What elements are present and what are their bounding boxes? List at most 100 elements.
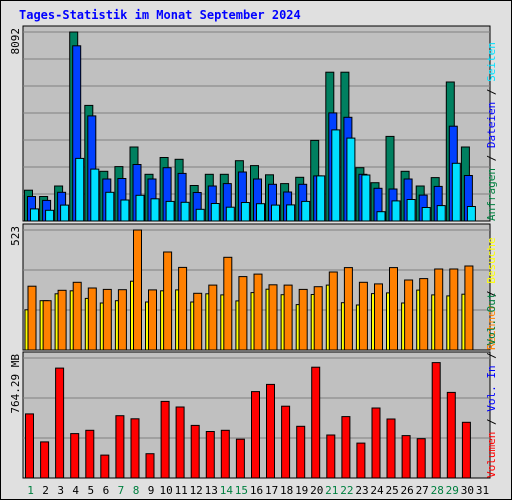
bar-volumen-day-30 (461, 421, 471, 479)
bar-rechner-day-14 (223, 256, 233, 351)
bar-volumen-day-9 (145, 453, 155, 479)
bar-seiten-day-19 (301, 200, 311, 222)
bar-rechner-day-4 (72, 281, 82, 351)
x-tick-day-12: 12 (190, 484, 203, 497)
x-tick-day-30: 30 (461, 484, 474, 497)
bar-seiten-day-28 (436, 205, 446, 222)
x-tick-day-8: 8 (133, 484, 140, 497)
chart-panel-bottom: 764.29 MB Volumen / Vol. In / Vol. Out (9, 293, 498, 479)
x-tick-day-23: 23 (355, 484, 368, 497)
x-tick-day-14: 14 (220, 484, 234, 497)
bar-seiten-day-18 (286, 204, 296, 222)
x-tick-day-4: 4 (72, 484, 79, 497)
x-tick-day-22: 22 (340, 484, 353, 497)
bar-seiten-day-7 (120, 199, 130, 222)
bar-seiten-day-12 (195, 208, 205, 222)
bar-volumen-day-24 (371, 407, 381, 479)
bar-volumen-day-18 (281, 405, 291, 479)
bar-volumen-day-25 (386, 418, 396, 479)
bar-seiten-day-21 (331, 129, 341, 222)
bar-seiten-day-15 (240, 202, 250, 222)
chart-title: Tages-Statistik im Monat September 2024 (19, 8, 301, 22)
bar-rechner-day-18 (283, 284, 293, 351)
x-tick-day-26: 26 (400, 484, 413, 497)
bar-volumen-day-3 (55, 367, 65, 479)
bar-volumen-day-7 (115, 415, 125, 479)
bar-seiten-day-24 (376, 211, 386, 222)
panel-legend-label: Rechner / Besuche (485, 237, 498, 350)
bar-volumen-day-19 (296, 425, 306, 479)
x-tick-day-28: 28 (431, 484, 444, 497)
bar-rechner-day-26 (404, 279, 414, 351)
x-tick-day-6: 6 (103, 484, 110, 497)
bar-volumen-day-1 (25, 413, 34, 479)
bar-volumen-day-15 (235, 438, 245, 479)
bar-seiten-day-11 (180, 201, 190, 222)
bar-rechner-day-10 (163, 251, 173, 351)
bar-seiten-day-23 (361, 174, 371, 222)
bar-volumen-day-27 (416, 438, 426, 479)
bar-rechner-day-1 (27, 285, 37, 351)
bar-volumen-day-16 (251, 391, 260, 479)
bar-seiten-day-22 (346, 137, 356, 222)
bar-seiten-day-20 (316, 175, 326, 222)
bar-volumen-day-20 (311, 366, 321, 479)
bar-seiten-day-9 (150, 198, 160, 222)
bar-seiten-day-13 (210, 203, 220, 222)
bar-volumen-day-14 (220, 429, 230, 479)
bar-seiten-day-17 (271, 204, 280, 222)
x-tick-day-18: 18 (280, 484, 293, 497)
bar-rechner-day-6 (102, 288, 112, 351)
legend-part: Rechner (485, 303, 498, 350)
x-tick-day-3: 3 (57, 484, 64, 497)
bar-volumen-day-21 (326, 434, 336, 479)
x-tick-day-9: 9 (148, 484, 155, 497)
bar-rechner-day-7 (117, 289, 127, 351)
bar-volumen-day-29 (446, 391, 456, 479)
bar-seiten-day-14 (225, 206, 235, 222)
bar-rechner-day-27 (419, 278, 429, 351)
bar-rechner-day-2 (42, 300, 52, 351)
x-tick-day-17: 17 (265, 484, 278, 497)
legend-part: Besuche (485, 237, 498, 283)
legend-part: Seiten (485, 42, 498, 82)
bar-volumen-day-12 (190, 424, 200, 479)
bar-seiten-day-6 (105, 191, 115, 222)
bar-volumen-day-6 (100, 454, 110, 479)
bar-volumen-day-11 (175, 406, 185, 479)
bar-rechner-day-9 (148, 289, 157, 351)
legend-part: / (485, 346, 498, 366)
legend-part: Vol. In (485, 365, 498, 411)
x-tick-day-31: 31 (476, 484, 489, 497)
x-tick-day-20: 20 (310, 484, 323, 497)
bar-volumen-day-4 (70, 433, 80, 479)
legend-part: / (485, 148, 498, 168)
bar-seiten-day-25 (391, 200, 401, 222)
bar-rechner-day-30 (464, 265, 474, 351)
bar-volumen-day-8 (130, 418, 140, 479)
bar-rechner-day-24 (374, 283, 383, 351)
bar-volumen-day-10 (160, 400, 170, 479)
x-tick-day-5: 5 (87, 484, 94, 497)
bar-rechner-day-19 (298, 288, 308, 351)
legend-part: Volumen (485, 432, 498, 478)
bar-volumen-day-5 (85, 429, 95, 479)
bar-rechner-day-3 (57, 289, 67, 351)
legend-part: / (485, 284, 498, 304)
x-tick-day-19: 19 (295, 484, 308, 497)
y-max-label: 764.29 MB (9, 354, 22, 414)
bar-rechner-day-20 (313, 286, 323, 351)
legend-part: / (485, 412, 498, 432)
bar-rechner-day-12 (193, 292, 203, 351)
y-max-label: 523 (9, 226, 22, 246)
x-tick-day-13: 13 (205, 484, 218, 497)
x-tick-day-11: 11 (175, 484, 188, 497)
bar-rechner-day-25 (389, 267, 398, 351)
bar-volumen-day-23 (356, 442, 366, 479)
x-tick-day-7: 7 (118, 484, 125, 497)
bar-seiten-day-2 (45, 209, 55, 222)
bar-rechner-day-5 (87, 287, 97, 351)
x-tick-day-29: 29 (446, 484, 459, 497)
bar-rechner-day-15 (238, 276, 248, 351)
